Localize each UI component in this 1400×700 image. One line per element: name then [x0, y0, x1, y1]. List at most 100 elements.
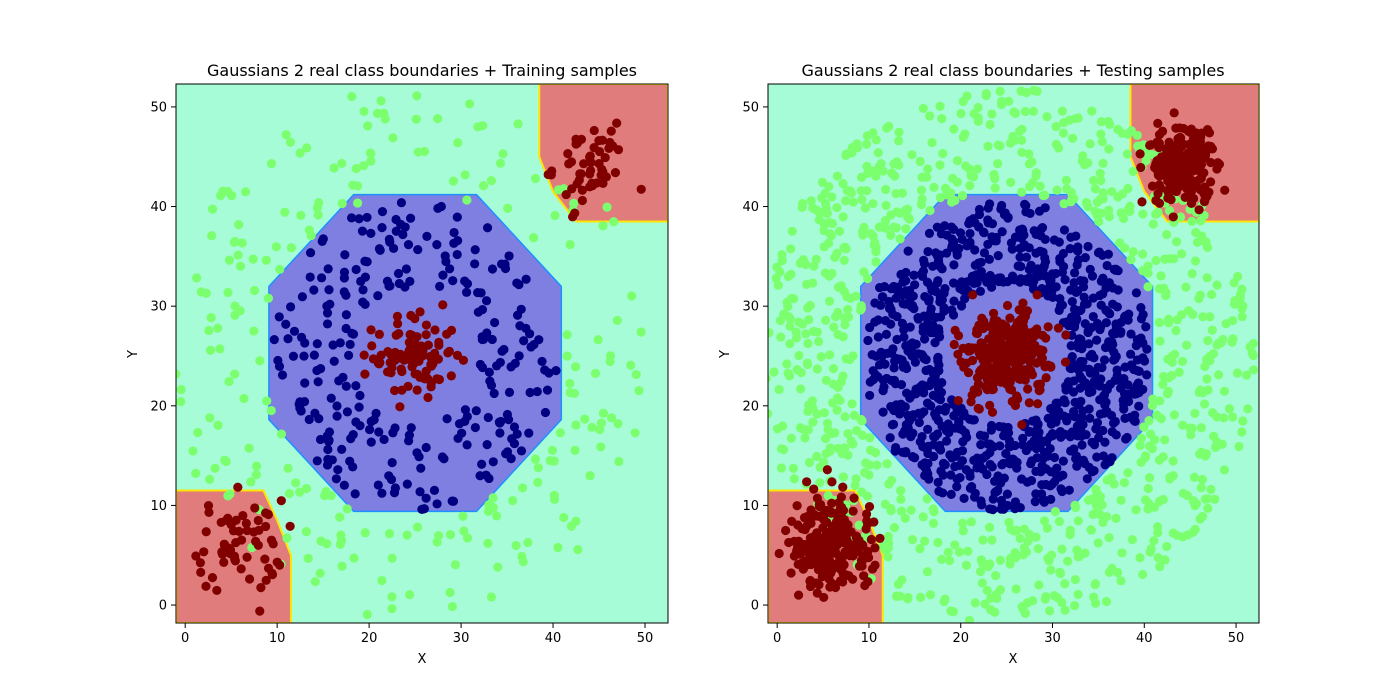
point-navy-ring	[1082, 474, 1092, 484]
point-navy-ring	[1106, 343, 1116, 353]
point-green-outer-ring	[636, 327, 646, 337]
point-navy-ring	[435, 281, 445, 291]
point-green-outer-ring	[1212, 280, 1222, 290]
point-navy-ring	[305, 272, 315, 282]
point-dark-red-top-right	[572, 138, 582, 148]
point-dark-red-bottom-left	[800, 524, 810, 535]
point-navy-ring	[1120, 413, 1130, 423]
point-green-outer-ring	[787, 226, 797, 236]
point-green-outer-ring	[806, 196, 816, 206]
point-dark-red-bottom-left	[875, 533, 885, 543]
point-green-outer-ring	[1069, 600, 1080, 611]
point-dark-red-bottom-left	[792, 501, 802, 511]
point-green-outer-ring	[478, 121, 488, 131]
point-dark-red-center	[949, 339, 959, 350]
point-dark-red-center	[360, 369, 370, 379]
point-green-outer-ring	[1203, 335, 1213, 346]
point-green-outer-ring	[1011, 584, 1021, 594]
point-dark-red-center	[996, 319, 1006, 329]
point-navy-ring	[1087, 349, 1097, 359]
point-navy-ring	[873, 332, 883, 342]
point-green-outer-ring	[1073, 589, 1083, 600]
point-navy-ring	[986, 425, 996, 435]
point-green-outer-ring	[1167, 357, 1177, 367]
point-navy-ring	[1094, 380, 1104, 390]
point-green-outer-ring	[1006, 177, 1016, 187]
point-navy-ring	[910, 453, 920, 463]
point-green-outer-ring	[347, 91, 357, 102]
point-navy-ring	[453, 433, 463, 444]
point-navy-ring	[440, 251, 450, 261]
point-green-outer-ring	[990, 607, 1000, 617]
point-navy-ring	[1001, 449, 1011, 459]
point-navy-ring	[1126, 360, 1136, 370]
point-navy-ring	[534, 335, 544, 345]
point-green-outer-ring	[925, 590, 936, 600]
point-green-outer-ring	[1156, 414, 1166, 424]
point-dark-red-bottom-left	[236, 564, 246, 574]
point-navy-ring	[1108, 283, 1118, 293]
point-navy-ring	[356, 276, 366, 286]
point-green-outer-ring	[881, 200, 891, 211]
point-green-outer-ring	[1154, 284, 1165, 294]
point-dark-red-top-right	[1168, 212, 1178, 222]
point-green-outer-ring	[411, 114, 421, 124]
point-navy-ring	[1080, 253, 1090, 263]
point-dark-red-center	[1012, 391, 1022, 401]
point-green-outer-ring	[1143, 282, 1153, 292]
point-navy-ring	[878, 386, 888, 396]
point-green-outer-ring	[958, 526, 968, 536]
point-green-outer-ring	[1070, 500, 1080, 510]
point-dark-red-top-right	[1181, 165, 1191, 175]
point-green-outer-ring	[1096, 117, 1106, 127]
point-dark-red-center	[1061, 330, 1071, 340]
point-green-outer-ring	[562, 330, 572, 340]
point-dark-red-top-right	[636, 184, 646, 194]
point-navy-ring	[1130, 410, 1140, 420]
y-tick-label: 10	[150, 499, 167, 514]
point-green-outer-ring	[822, 208, 832, 219]
point-navy-ring	[403, 436, 414, 446]
point-dark-red-bottom-left	[827, 559, 837, 569]
point-dark-red-center	[1016, 331, 1027, 341]
point-green-outer-ring	[1117, 548, 1127, 558]
point-green-outer-ring	[1245, 342, 1255, 352]
point-green-outer-ring	[1190, 256, 1201, 266]
point-green-outer-ring	[1093, 538, 1103, 548]
point-dark-red-top-right	[1166, 194, 1176, 205]
point-navy-ring	[1098, 273, 1108, 283]
point-dark-red-top-right	[1192, 152, 1202, 162]
point-navy-ring	[949, 260, 959, 270]
point-navy-ring	[1100, 460, 1110, 470]
point-green-outer-ring	[940, 183, 951, 193]
point-navy-ring	[955, 473, 965, 483]
point-navy-ring	[939, 304, 949, 314]
point-green-outer-ring	[387, 604, 397, 614]
point-dark-red-center	[374, 329, 384, 339]
point-green-outer-ring	[950, 195, 960, 206]
point-navy-ring	[1051, 415, 1061, 425]
point-dark-red-center	[390, 385, 400, 396]
point-green-outer-ring	[824, 181, 834, 192]
point-green-outer-ring	[1190, 524, 1200, 534]
point-dark-red-bottom-left	[217, 549, 228, 559]
point-dark-red-center	[434, 337, 444, 347]
point-navy-ring	[1079, 292, 1089, 302]
point-green-outer-ring	[1096, 129, 1106, 139]
point-dark-red-bottom-left	[822, 551, 833, 561]
point-green-outer-ring	[832, 202, 842, 213]
point-green-outer-ring	[917, 194, 927, 204]
point-green-outer-ring	[1154, 455, 1165, 465]
point-green-outer-ring	[1158, 379, 1168, 389]
point-green-outer-ring	[985, 559, 995, 569]
point-navy-ring	[888, 344, 898, 354]
point-navy-ring	[473, 287, 483, 298]
point-navy-ring	[1024, 426, 1035, 436]
point-dark-red-bottom-left	[835, 557, 845, 567]
point-green-outer-ring	[1090, 598, 1101, 608]
point-dark-red-center	[988, 350, 998, 361]
point-navy-ring	[313, 377, 323, 387]
point-dark-red-bottom-left	[238, 510, 248, 521]
point-navy-ring	[1031, 489, 1041, 499]
point-green-outer-ring	[503, 203, 513, 213]
